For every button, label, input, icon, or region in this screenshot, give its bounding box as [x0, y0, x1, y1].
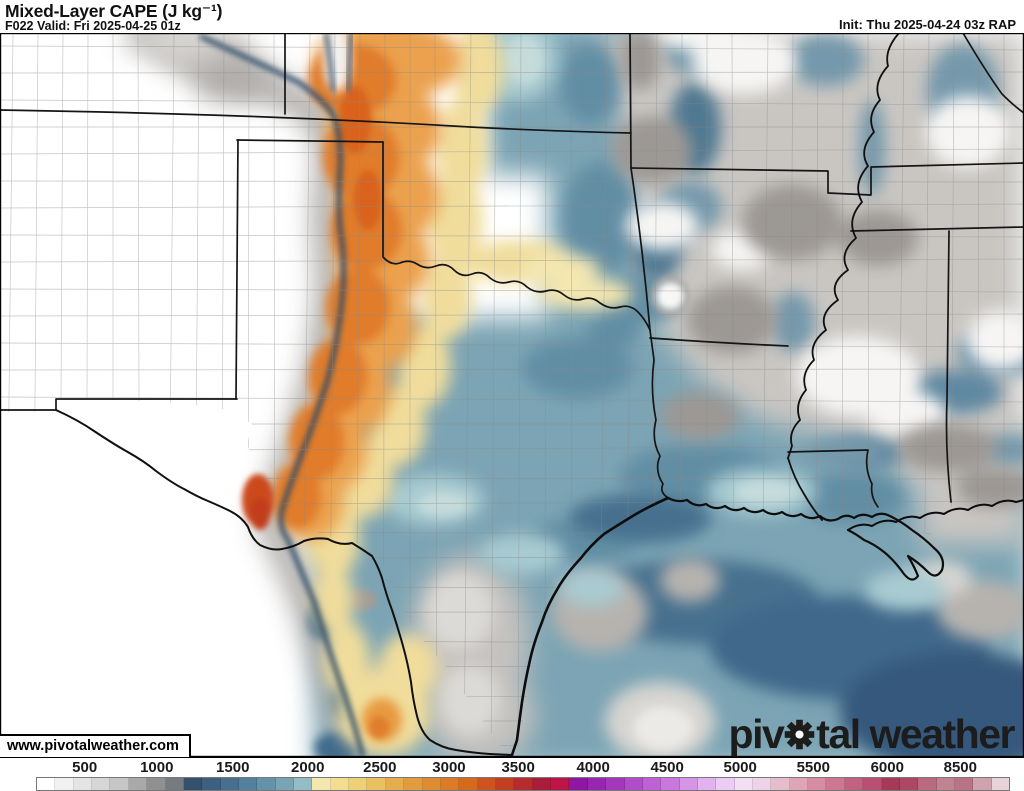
colorbar-segment — [220, 778, 239, 790]
colorbar: 500 1000 1500 2000 2500 3000 3500 4000 4500 5000 5… — [0, 757, 1024, 791]
cape-hole-donut — [650, 276, 690, 316]
colorbar-segment — [73, 778, 93, 790]
colorbar-segment — [881, 778, 900, 790]
state-borders — [0, 33, 1024, 508]
logo-text-post: tal weather — [816, 711, 1015, 757]
colorbar-segment — [771, 778, 790, 790]
colorbar-segment — [294, 778, 313, 790]
colorbar-segment — [753, 778, 772, 790]
colorbar-segment — [954, 778, 974, 790]
field-gulf-navy — [570, 496, 1024, 757]
colorbar-segment — [624, 778, 643, 790]
field-orange-max — [242, 86, 389, 738]
colorbar-segment — [202, 778, 221, 790]
colorbar-tick: 5000 — [723, 759, 757, 776]
colorbar-segment — [973, 778, 992, 790]
model-init-label: Init: Thu 2025-04-24 03z RAP — [839, 17, 1016, 32]
colorbar-segment — [697, 778, 717, 790]
colorbar-segment — [495, 778, 515, 790]
colorbar-segment — [826, 778, 845, 790]
rivers — [55, 33, 900, 756]
colorbar-segment — [808, 778, 827, 790]
colorbar-tick: 3000 — [432, 759, 466, 776]
colorbar-segment — [422, 778, 441, 790]
top-wedge-notch — [323, 33, 353, 93]
cape-field-map — [0, 33, 1024, 757]
field-white-ridges — [626, 33, 1024, 435]
colorbar-tick: 1000 — [140, 759, 174, 776]
colorbar-segment — [863, 778, 882, 790]
colorbar-tick-labels: 500 1000 1500 2000 2500 3000 3500 4000 4500 5000 5… — [36, 759, 1010, 776]
gear-icon — [784, 714, 815, 750]
colorbar-segment — [440, 778, 460, 790]
colorbar-segment — [55, 778, 74, 790]
colorbar-segment — [587, 778, 607, 790]
map-frame — [0, 33, 1024, 757]
colorbar-tick: 2000 — [291, 759, 325, 776]
field-white-gulf-core — [633, 706, 693, 750]
colorbar-segment — [238, 778, 258, 790]
colorbar-scale — [36, 777, 1010, 791]
colorbar-segment — [37, 778, 56, 790]
colorbar-tick: 5500 — [796, 759, 830, 776]
colorbar-segment — [147, 778, 166, 790]
colorbar-segment — [991, 778, 1010, 790]
colorbar-segment — [165, 778, 184, 790]
pivotal-weather-logo: piv tal weather — [728, 711, 1016, 757]
colorbar-segment — [679, 778, 698, 790]
colorbar-segment — [734, 778, 754, 790]
colorbar-tick: 500 — [72, 759, 98, 776]
colorbar-segment — [385, 778, 405, 790]
coastline — [510, 496, 1024, 757]
colorbar-tick: 8500 — [943, 759, 977, 776]
header: Mixed-Layer CAPE (J kg⁻¹) F022 Valid: Fr… — [0, 0, 1024, 33]
northwest-gray-shade — [140, 33, 272, 102]
colorbar-segment — [661, 778, 680, 790]
colorbar-tick: 1500 — [216, 759, 250, 776]
colorbar-tick: 3500 — [501, 759, 535, 776]
colorbar-segment — [918, 778, 937, 790]
colorbar-segment — [110, 778, 129, 790]
field-orange-deep — [273, 44, 402, 742]
field-blue-medium — [523, 44, 904, 562]
watermark-url: www.pivotalweather.com — [0, 734, 191, 757]
colorbar-segment — [477, 778, 496, 790]
colorbar-segment — [92, 778, 111, 790]
field-dark-gray-patches — [612, 33, 1024, 508]
colorbar-segment — [716, 778, 735, 790]
colorbar-tick: 6000 — [870, 759, 904, 776]
colorbar-segment — [514, 778, 533, 790]
colorbar-segment — [349, 778, 368, 790]
colorbar-tick: 4500 — [650, 759, 684, 776]
colorbar-segment — [459, 778, 478, 790]
colorbar-segment — [606, 778, 625, 790]
colorbar-segment — [275, 778, 295, 790]
colorbar-segment — [128, 778, 148, 790]
colorbar-segment — [367, 778, 386, 790]
colorbar-segment — [844, 778, 864, 790]
colorbar-segment — [642, 778, 662, 790]
colorbar-segment — [532, 778, 552, 790]
colorbar-tick: 2500 — [363, 759, 397, 776]
colorbar-segment — [569, 778, 588, 790]
dryline-navy-rim — [198, 33, 366, 757]
colorbar-segment — [936, 778, 955, 790]
colorbar-segment — [257, 778, 276, 790]
page-title: Mixed-Layer CAPE (J kg⁻¹) — [5, 1, 223, 21]
logo-text-pre: piv — [728, 711, 785, 757]
colorbar-segment — [330, 778, 350, 790]
forecast-valid-label: F022 Valid: Fri 2025-04-25 01z — [5, 19, 181, 33]
cape-map: www.pivotalweather.com piv tal weather — [0, 33, 1024, 757]
colorbar-segment — [789, 778, 809, 790]
colorbar-segment — [551, 778, 570, 790]
colorbar-tick: 4000 — [576, 759, 610, 776]
colorbar-segment — [183, 778, 203, 790]
colorbar-segment — [899, 778, 919, 790]
colorbar-segment — [312, 778, 331, 790]
colorbar-segment — [404, 778, 423, 790]
